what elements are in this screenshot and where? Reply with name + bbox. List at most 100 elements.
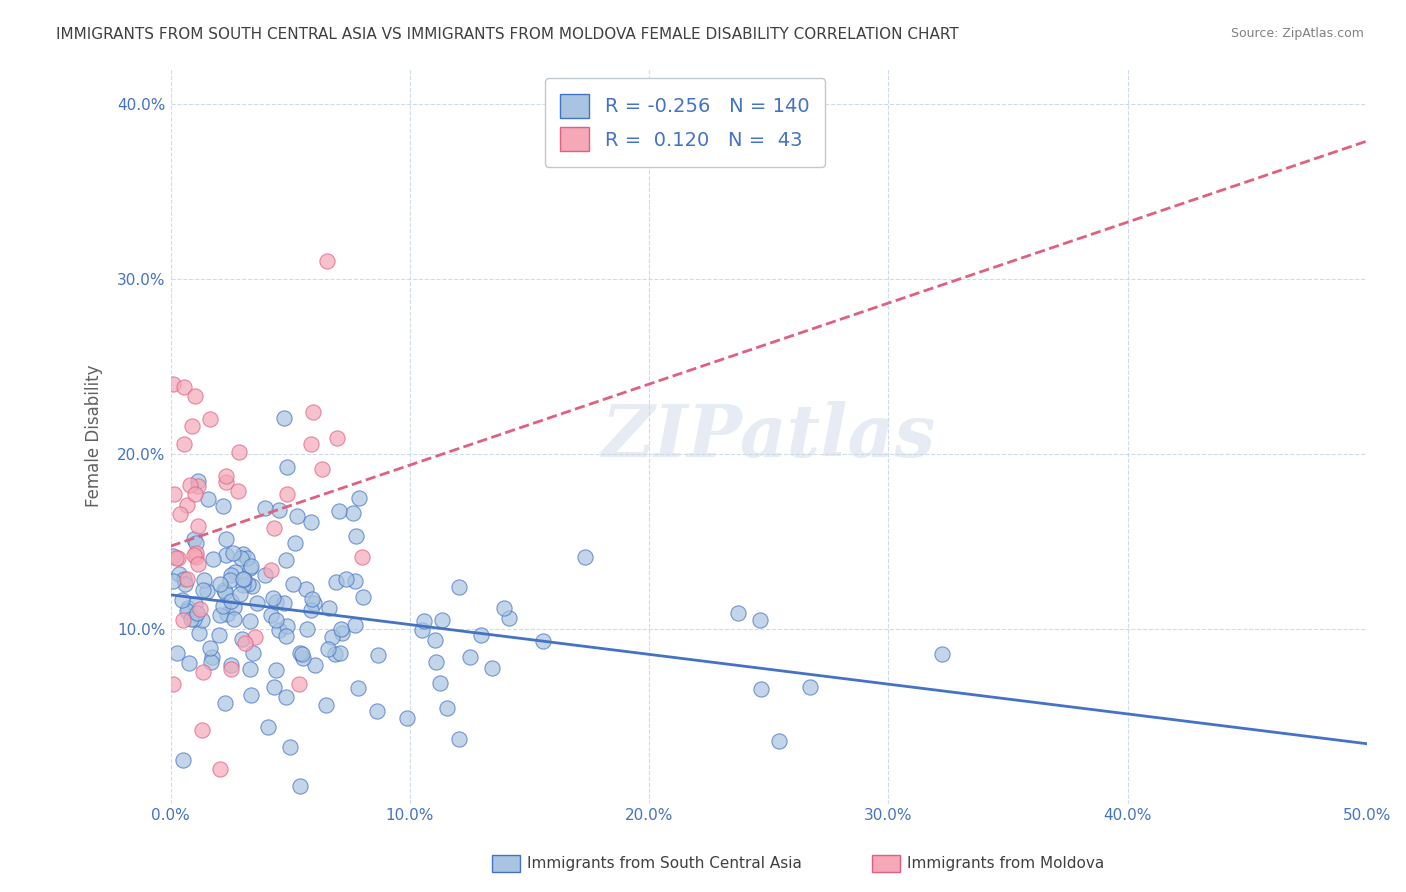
- Point: [233, 636, 256, 650]
- Point: [304, 657, 326, 672]
- Point: [184, 487, 207, 501]
- Point: [232, 573, 254, 587]
- Text: Immigrants from Moldova: Immigrants from Moldova: [907, 856, 1104, 871]
- Legend: R = -0.256   N = 140, R =  0.120   N =  43: R = -0.256 N = 140, R = 0.120 N = 43: [544, 78, 825, 167]
- Point: [219, 661, 242, 675]
- Point: [330, 622, 353, 636]
- Point: [288, 779, 311, 793]
- Point: [193, 583, 215, 598]
- Point: [162, 574, 184, 589]
- Point: [263, 681, 285, 695]
- Point: [222, 612, 245, 626]
- Point: [302, 405, 325, 419]
- Point: [259, 563, 281, 577]
- Point: [315, 698, 337, 712]
- Point: [236, 576, 259, 591]
- Point: [352, 550, 374, 565]
- Point: [749, 681, 772, 696]
- Point: [269, 502, 291, 516]
- Point: [342, 506, 364, 520]
- Point: [284, 536, 307, 550]
- Point: [727, 606, 749, 620]
- Point: [931, 647, 953, 661]
- Point: [239, 561, 262, 575]
- Point: [231, 632, 253, 646]
- Point: [273, 410, 295, 425]
- Point: [330, 626, 353, 640]
- Point: [209, 577, 232, 591]
- Point: [219, 568, 242, 582]
- Point: [411, 624, 433, 638]
- Point: [253, 568, 276, 582]
- Point: [166, 646, 188, 660]
- Point: [173, 572, 195, 586]
- Point: [325, 431, 347, 445]
- Point: [436, 701, 458, 715]
- Point: [173, 380, 195, 394]
- Point: [226, 484, 249, 499]
- Text: Source: ZipAtlas.com: Source: ZipAtlas.com: [1230, 27, 1364, 40]
- Text: IMMIGRANTS FROM SOUTH CENTRAL ASIA VS IMMIGRANTS FROM MOLDOVA FEMALE DISABILITY : IMMIGRANTS FROM SOUTH CENTRAL ASIA VS IM…: [56, 27, 959, 42]
- Point: [367, 648, 389, 662]
- Point: [574, 550, 596, 565]
- Point: [187, 479, 209, 493]
- Point: [239, 662, 262, 676]
- Point: [316, 254, 339, 268]
- Point: [299, 603, 322, 617]
- Point: [186, 606, 208, 620]
- Point: [215, 468, 238, 483]
- Point: [276, 618, 298, 632]
- Point: [287, 677, 309, 691]
- Point: [165, 551, 187, 566]
- Point: [219, 594, 242, 608]
- Point: [295, 622, 318, 636]
- Point: [281, 577, 304, 591]
- Point: [162, 549, 184, 563]
- Point: [228, 444, 250, 458]
- Point: [323, 647, 346, 661]
- Point: [186, 549, 208, 564]
- Point: [238, 614, 260, 628]
- Point: [273, 596, 295, 610]
- Point: [219, 658, 242, 673]
- Point: [190, 614, 212, 628]
- Point: [187, 519, 209, 533]
- Point: [197, 583, 219, 598]
- Point: [295, 582, 318, 597]
- Point: [423, 633, 446, 648]
- Point: [198, 640, 221, 655]
- Point: [176, 604, 198, 618]
- Point: [186, 546, 208, 560]
- Point: [183, 548, 205, 562]
- Point: [748, 613, 770, 627]
- Point: [176, 572, 198, 586]
- Point: [169, 507, 191, 521]
- Point: [184, 389, 207, 403]
- Point: [209, 608, 232, 623]
- Point: [163, 487, 186, 501]
- Point: [181, 419, 204, 434]
- Point: [173, 437, 195, 451]
- Point: [492, 600, 515, 615]
- Point: [288, 646, 311, 660]
- Point: [214, 697, 236, 711]
- Point: [184, 536, 207, 550]
- Point: [276, 487, 298, 501]
- Point: [236, 551, 259, 566]
- Point: [321, 630, 343, 644]
- Point: [799, 680, 821, 694]
- Point: [274, 629, 297, 643]
- Point: [266, 613, 288, 627]
- Point: [447, 731, 470, 746]
- Point: [245, 596, 267, 610]
- Point: [239, 558, 262, 573]
- Point: [193, 665, 215, 679]
- Point: [240, 579, 263, 593]
- Point: [240, 688, 263, 702]
- Point: [193, 573, 215, 587]
- Point: [229, 587, 252, 601]
- Point: [311, 462, 333, 476]
- Point: [481, 661, 503, 675]
- Point: [395, 711, 418, 725]
- Point: [177, 601, 200, 615]
